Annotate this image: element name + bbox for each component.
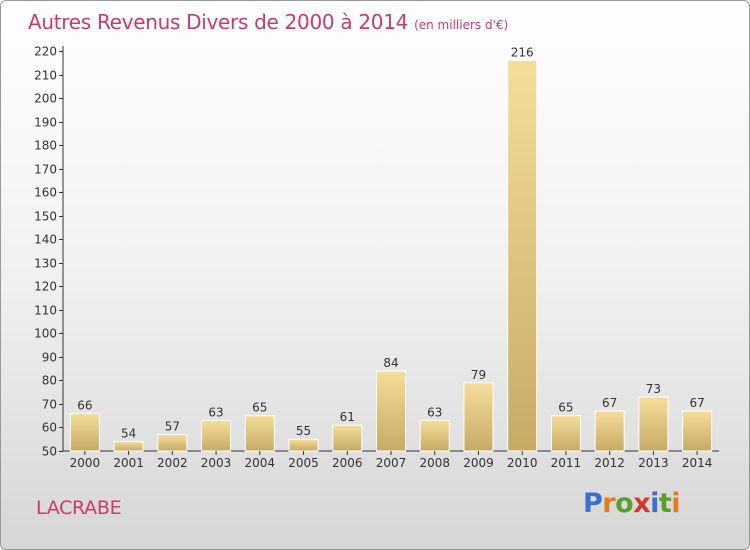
y-tick-label: 80 (42, 374, 57, 388)
data-label: 54 (121, 427, 136, 441)
y-tick-label: 160 (34, 186, 57, 200)
x-tick-label: 2004 (245, 456, 276, 470)
logo-letter: o (615, 488, 634, 519)
data-label: 65 (558, 401, 573, 415)
x-tick-label: 2008 (419, 456, 450, 470)
data-label: 73 (646, 382, 661, 396)
bar (113, 441, 144, 452)
bar (419, 419, 450, 452)
y-tick-label: 220 (34, 45, 57, 59)
chart-unit: (en milliers d'€) (414, 18, 509, 32)
x-tick-label: 2011 (551, 456, 582, 470)
data-label: 67 (689, 396, 704, 410)
y-tick-label: 120 (34, 280, 57, 294)
x-tick-label: 2009 (463, 456, 494, 470)
y-tick-label: 60 (42, 421, 57, 435)
y-tick-label: 90 (42, 351, 57, 365)
bar (463, 382, 494, 452)
logo-letter: x (633, 488, 651, 519)
logo-letter: t (658, 488, 672, 519)
x-tick-label: 2013 (638, 456, 669, 470)
y-tick-label: 200 (34, 92, 57, 106)
y-tick-label: 70 (42, 398, 57, 412)
y-tick-label: 190 (34, 116, 57, 130)
bar (638, 396, 669, 452)
x-tick-label: 2001 (113, 456, 144, 470)
data-label: 63 (427, 405, 442, 419)
data-label: 84 (383, 356, 398, 370)
y-tick-label: 100 (34, 327, 57, 341)
logo-letter: r (602, 488, 616, 519)
data-label: 79 (471, 368, 486, 382)
logo-letter: i (671, 488, 681, 519)
data-label: 67 (602, 396, 617, 410)
y-tick-label: 140 (34, 233, 57, 247)
x-tick-label: 2002 (157, 456, 188, 470)
data-label: 61 (340, 410, 355, 424)
x-tick-label: 2014 (682, 456, 713, 470)
data-label: 65 (252, 401, 267, 415)
bar (157, 434, 188, 452)
bar (682, 410, 713, 452)
x-tick-label: 2007 (376, 456, 407, 470)
x-tick-label: 2003 (201, 456, 232, 470)
data-label: 63 (208, 405, 223, 419)
x-tick-label: 2000 (70, 456, 101, 470)
y-tick-label: 170 (34, 163, 57, 177)
y-tick-label: 180 (34, 139, 57, 153)
chart-title: Autres Revenus Divers de 2000 à 2014 (en … (28, 10, 508, 34)
data-label: 57 (165, 420, 180, 434)
bar (376, 370, 406, 452)
y-tick-label: 50 (42, 445, 57, 459)
x-tick-label: 2005 (288, 456, 319, 470)
data-label: 216 (511, 45, 534, 59)
y-tick-label: 210 (34, 69, 57, 83)
x-tick-label: 2012 (594, 456, 625, 470)
bar (550, 415, 581, 452)
bar (288, 438, 319, 452)
brand-logo: Proxiti (583, 488, 681, 519)
location-label: LACRABE (36, 497, 122, 519)
x-tick-label: 2010 (507, 456, 538, 470)
y-tick-label: 130 (34, 257, 57, 271)
bar (69, 412, 100, 452)
bar (332, 424, 363, 452)
logo-letter: P (583, 488, 603, 519)
x-tick-label: 2006 (332, 456, 363, 470)
y-tick-label: 150 (34, 210, 57, 224)
y-tick-label: 110 (34, 304, 57, 318)
data-label: 66 (77, 398, 92, 412)
logo-letter: i (650, 488, 659, 519)
bar (594, 410, 625, 452)
bar (201, 419, 232, 452)
bar (507, 59, 538, 452)
data-label: 55 (296, 424, 311, 438)
chart-title-text: Autres Revenus Divers de 2000 à 2014 (28, 10, 409, 34)
bar (244, 415, 275, 452)
